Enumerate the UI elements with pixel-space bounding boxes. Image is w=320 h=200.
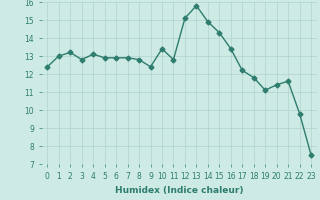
- X-axis label: Humidex (Indice chaleur): Humidex (Indice chaleur): [115, 186, 244, 195]
